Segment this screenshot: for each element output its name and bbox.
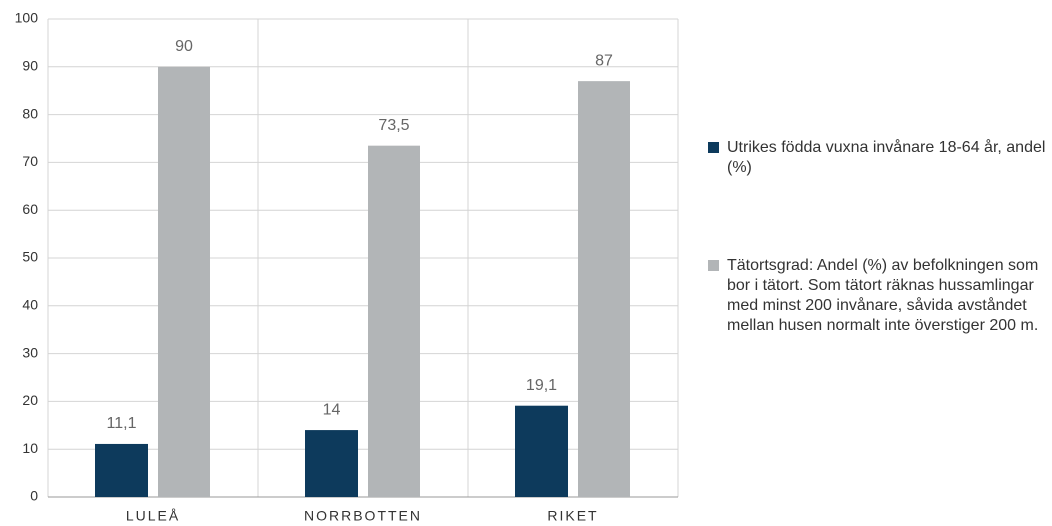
bar: [158, 66, 210, 498]
y-tick-label: 30: [22, 344, 38, 360]
x-tick-label: NORRBOTTEN: [304, 508, 422, 524]
value-label: 11,1: [107, 415, 137, 432]
y-tick-label: 0: [30, 488, 38, 504]
y-tick-label: 40: [22, 297, 38, 313]
y-tick-label: 60: [22, 201, 38, 217]
legend-item: Tätortsgrad: Andel (%) av befolkningen s…: [706, 256, 1046, 336]
y-tick-label: 50: [22, 249, 38, 265]
y-tick-label: 90: [22, 58, 38, 74]
legend: Utrikes födda vuxna invånare 18-64 år, a…: [706, 138, 1046, 414]
bar: [305, 430, 358, 497]
x-tick-label: LULEÅ: [126, 508, 180, 524]
legend-item: Utrikes födda vuxna invånare 18-64 år, a…: [706, 138, 1046, 178]
legend-label: Utrikes födda vuxna invånare 18-64 år, a…: [727, 139, 1046, 176]
bar: [95, 443, 148, 497]
y-tick-label: 100: [15, 10, 39, 26]
value-label: 90: [175, 38, 193, 55]
value-label: 87: [595, 52, 613, 69]
bar: [578, 81, 630, 497]
x-tick-label: RIKET: [547, 508, 598, 524]
legend-label: Tätortsgrad: Andel (%) av befolkningen s…: [727, 257, 1039, 334]
legend-swatch: [708, 142, 719, 153]
value-label: 19,1: [526, 377, 557, 394]
y-tick-label: 10: [22, 440, 38, 456]
value-label: 14: [323, 401, 341, 418]
legend-swatch: [708, 260, 719, 271]
y-tick-label: 70: [22, 153, 38, 169]
bar: [368, 145, 420, 498]
value-label: 73,5: [378, 117, 409, 134]
y-tick-label: 20: [22, 392, 38, 408]
bar: [515, 405, 568, 497]
y-tick-label: 80: [22, 105, 38, 121]
